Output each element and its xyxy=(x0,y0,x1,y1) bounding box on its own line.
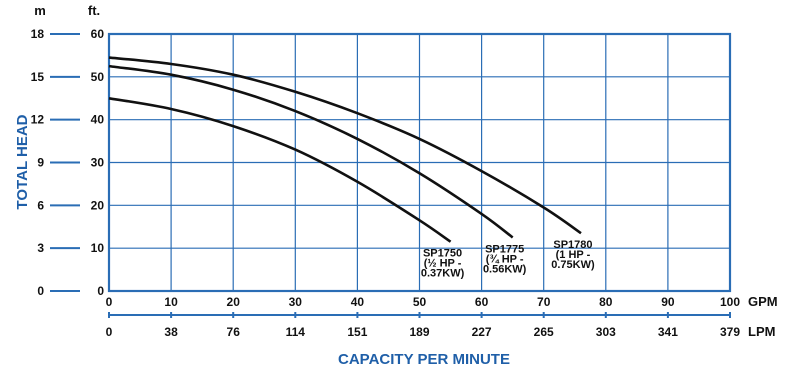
grid-layer xyxy=(109,34,730,291)
x-tick-gpm: 40 xyxy=(351,295,365,309)
x-tick-lpm: 227 xyxy=(472,325,492,339)
series-label-sp1775: SP1775 (¾ HP -0.56KW) xyxy=(483,243,527,275)
x-unit-gpm: GPM xyxy=(748,294,778,309)
series-label-line: SP1780 xyxy=(553,239,592,251)
series-label-sp1780: SP1780 (1 HP -0.75KW) xyxy=(551,239,595,271)
y-tick-ft: 30 xyxy=(91,156,105,170)
y-tick-ft: 10 xyxy=(91,241,105,255)
series-label-line: (¾ HP - xyxy=(486,253,524,265)
y-tick-ft: 60 xyxy=(91,27,105,41)
y-axis-title: TOTAL HEAD xyxy=(14,114,31,209)
x-tick-gpm: 50 xyxy=(413,295,427,309)
x-tick-gpm: 60 xyxy=(475,295,489,309)
x-tick-lpm: 151 xyxy=(347,325,367,339)
y-tick-ft: 40 xyxy=(91,113,105,127)
y-tick-m: 18 xyxy=(31,27,45,41)
y-unit-left: m xyxy=(34,3,46,18)
x-tick-gpm: 0 xyxy=(106,295,113,309)
y-tick-m: 9 xyxy=(37,156,44,170)
series-label-line: (½ HP - xyxy=(424,258,462,270)
x-tick-lpm: 341 xyxy=(658,325,678,339)
x-tick-gpm: 20 xyxy=(227,295,241,309)
curve-sp1780 xyxy=(108,56,582,235)
curve-sp1750 xyxy=(108,97,452,243)
x-tick-gpm: 90 xyxy=(661,295,675,309)
curve-sp1775 xyxy=(108,64,514,239)
curve-layer xyxy=(108,56,582,243)
series-labels: SP1750 (½ HP -0.37KW) SP1775 (¾ HP -0.56KW)… xyxy=(421,239,595,280)
y-tick-ft: 0 xyxy=(97,284,104,298)
y-unit-right: ft. xyxy=(88,3,100,18)
series-label-sp1750: SP1750 (½ HP -0.37KW) xyxy=(421,248,465,280)
y-tick-m: 6 xyxy=(37,198,44,212)
x-unit-lpm: LPM xyxy=(748,324,775,339)
x-axis: 0 0 10 38 20 76 30 114 40 151 50 189 60 227 70 265 80 303… xyxy=(106,295,741,339)
x-tick-lpm: 38 xyxy=(164,325,178,339)
y-tick-m: 3 xyxy=(37,241,44,255)
x-tick-lpm: 265 xyxy=(534,325,554,339)
y-tick-m: 15 xyxy=(31,70,45,84)
x-tick-lpm: 189 xyxy=(409,325,429,339)
series-label-line: SP1750 xyxy=(423,248,462,260)
x-tick-gpm: 70 xyxy=(537,295,551,309)
series-label-line: 0.56KW) xyxy=(483,263,527,275)
x-tick-lpm: 0 xyxy=(106,325,113,339)
x-axis-title: CAPACITY PER MINUTE xyxy=(338,351,510,368)
y-axis: 0 0 10 3 20 6 30 9 40 12 50 15 60 18 xyxy=(31,27,105,298)
series-label-line: (1 HP - xyxy=(556,249,591,261)
y-tick-m: 12 xyxy=(31,113,45,127)
y-tick-ft: 20 xyxy=(91,198,105,212)
x-tick-gpm: 80 xyxy=(599,295,613,309)
plot-frame xyxy=(107,32,732,293)
x-tick-gpm: 100 xyxy=(720,295,740,309)
x-tick-lpm: 303 xyxy=(596,325,616,339)
y-tick-m: 0 xyxy=(37,284,44,298)
x-tick-gpm: 10 xyxy=(164,295,178,309)
x-tick-lpm: 114 xyxy=(286,325,306,339)
series-label-line: 0.37KW) xyxy=(421,268,465,280)
series-label-line: 0.75KW) xyxy=(551,259,595,271)
x-tick-gpm: 30 xyxy=(289,295,303,309)
series-label-line: SP1775 xyxy=(485,243,524,255)
y-tick-ft: 50 xyxy=(91,70,105,84)
x-tick-lpm: 76 xyxy=(227,325,241,339)
x-tick-lpm: 379 xyxy=(720,325,740,339)
